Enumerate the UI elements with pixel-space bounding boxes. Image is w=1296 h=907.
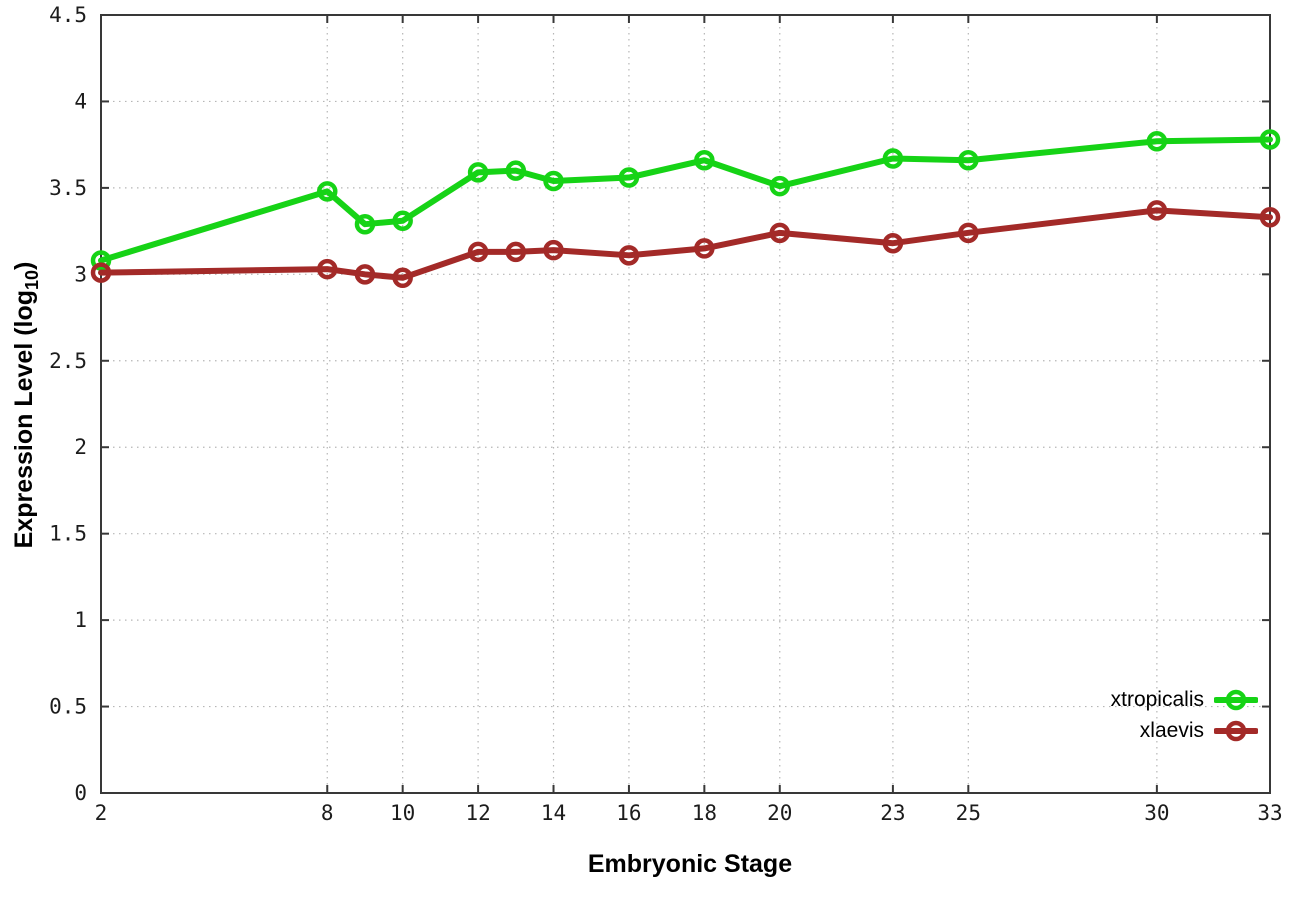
x-tick-label: 8	[321, 801, 334, 825]
legend-sample-marker	[1225, 720, 1247, 741]
y-tick-label: 3.5	[49, 176, 87, 200]
y-axis-label-text: Expression Level (log	[10, 289, 38, 549]
data-point-xlaevis	[392, 267, 413, 289]
y-tick-label: 1	[74, 608, 87, 632]
data-point-xlaevis	[90, 262, 112, 283]
data-point-xtropicalis	[467, 162, 489, 183]
line-point-marker-icon	[1214, 718, 1258, 744]
legend: xtropicalis xlaevis	[1111, 684, 1258, 746]
axis-border	[100, 14, 1271, 794]
data-point-xlaevis	[694, 238, 715, 259]
y-tick-label: 0	[74, 781, 87, 805]
data-point-xlaevis	[467, 241, 489, 263]
data-point-xlaevis	[354, 264, 376, 285]
y-tick-label: 4	[74, 89, 87, 113]
x-tick-label: 30	[1144, 801, 1169, 825]
data-point-xtropicalis	[1259, 129, 1281, 150]
legend-sample-marker	[1225, 689, 1247, 710]
data-point-xlaevis	[505, 241, 527, 263]
legend-label-xlaevis: xlaevis	[1139, 718, 1204, 742]
x-tick-label: 20	[767, 801, 792, 825]
data-point-xtropicalis	[392, 210, 413, 231]
x-tick-label: 23	[880, 801, 905, 825]
x-tick-label: 16	[616, 801, 641, 825]
data-point-xtropicalis	[317, 181, 338, 202]
line-point-marker-icon	[1214, 687, 1258, 713]
x-tick-label: 10	[390, 801, 415, 825]
data-point-xlaevis	[317, 258, 338, 280]
series-line-xtropicalis	[98, 136, 1273, 264]
data-point-xtropicalis	[1146, 130, 1168, 152]
y-tick-label: 3	[74, 262, 87, 286]
data-point-xtropicalis	[618, 167, 640, 188]
x-tick-label: 14	[541, 801, 566, 825]
x-tick-label: 2	[95, 801, 108, 825]
x-tick-label: 33	[1257, 801, 1282, 825]
legend-item: xlaevis	[1111, 715, 1258, 746]
data-point-xtropicalis	[958, 149, 979, 171]
y-tick-label: 1.5	[49, 522, 87, 546]
data-point-xlaevis	[1146, 200, 1168, 221]
y-tick-label: 2	[74, 435, 87, 459]
data-point-xtropicalis	[354, 213, 376, 235]
y-tick-label: 0.5	[49, 695, 87, 719]
data-point-xlaevis	[769, 222, 791, 244]
data-point-xtropicalis	[90, 250, 112, 271]
data-point-xtropicalis	[694, 149, 715, 171]
data-point-xlaevis	[882, 232, 904, 254]
y-tick-label: 2.5	[49, 349, 87, 373]
x-axis-label: Embryonic Stage	[587, 850, 793, 878]
data-point-xlaevis	[1259, 207, 1281, 228]
x-tick-label: 25	[956, 801, 981, 825]
data-point-xtropicalis	[769, 175, 791, 197]
y-axis-label-subscript: 10	[22, 269, 42, 290]
data-point-xlaevis	[958, 222, 979, 244]
x-tick-label: 12	[465, 801, 490, 825]
series-line-xlaevis	[98, 207, 1273, 281]
y-axis-label: Expression Level (log10)	[8, 215, 42, 595]
y-tick-label: 4.5	[49, 3, 87, 27]
y-axis-label-suffix: )	[10, 261, 38, 270]
legend-item: xtropicalis	[1111, 684, 1258, 715]
data-point-xlaevis	[618, 245, 640, 266]
data-point-xtropicalis	[882, 148, 904, 169]
data-point-xlaevis	[543, 239, 564, 261]
x-tick-label: 18	[692, 801, 717, 825]
legend-label-xtropicalis: xtropicalis	[1110, 687, 1204, 711]
data-point-xtropicalis	[543, 170, 564, 192]
data-point-xtropicalis	[505, 160, 527, 181]
